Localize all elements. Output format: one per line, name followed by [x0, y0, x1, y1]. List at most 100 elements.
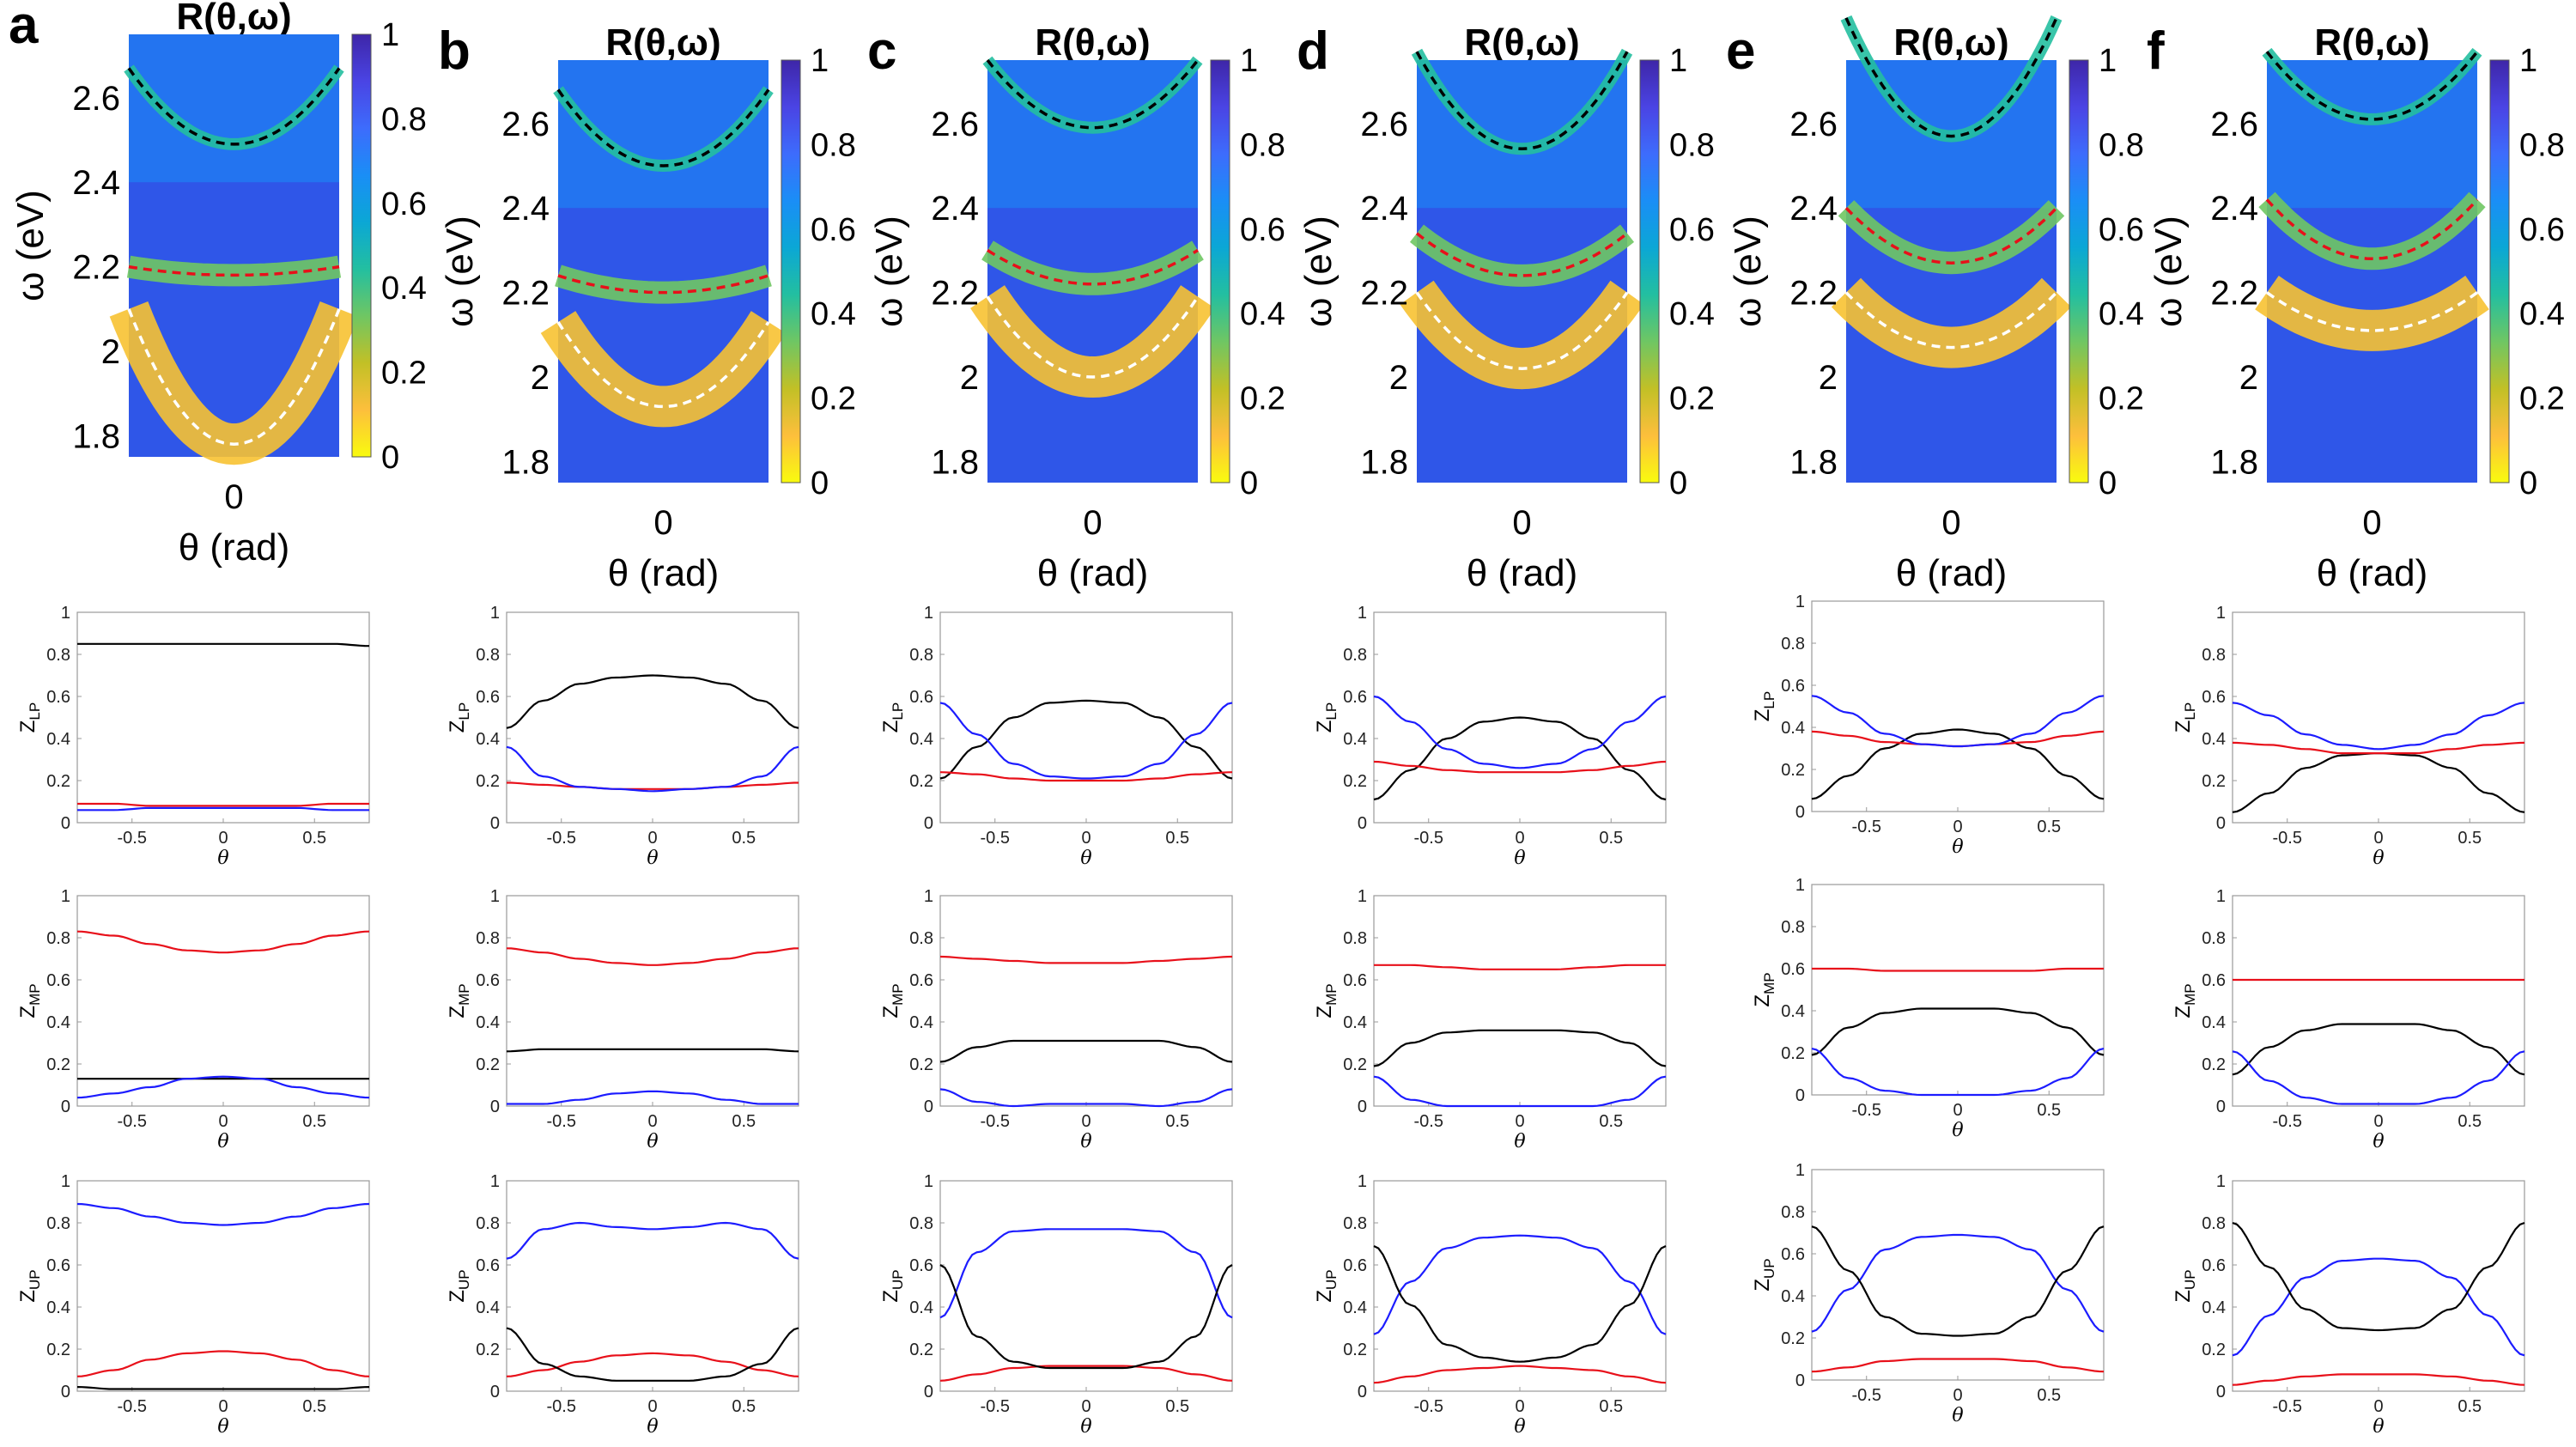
heatmap-ytick: 2.4: [501, 190, 550, 228]
ytick-label: 0.2: [46, 772, 70, 791]
series-line-red: [76, 1350, 370, 1377]
ylabel-base: Z: [1751, 709, 1774, 722]
heatmap-title: R(θ,ω): [1893, 21, 2008, 64]
heatmap-ytick: 2: [960, 359, 979, 397]
line-xlabel: θ: [1952, 1120, 1963, 1141]
colorbar-tick: 0: [811, 465, 829, 502]
colorbar-tick: 1: [1669, 43, 1687, 79]
xtick-label: 0: [218, 1112, 228, 1131]
line-ylabel: ZMP: [1751, 972, 1777, 1006]
series-line-red: [506, 947, 799, 966]
ytick-label: 0.2: [2202, 772, 2226, 791]
heatmap-image: [1400, 48, 1644, 483]
ylabel-sub: UP: [456, 1269, 472, 1290]
xtick-label: 0.5: [732, 1397, 756, 1416]
plot-frame: [939, 611, 1233, 824]
colorbar-tick: 0.4: [381, 271, 427, 307]
series-line-black: [939, 699, 1233, 780]
ytick-label: 0: [924, 1383, 933, 1401]
ytick-label: 1: [1358, 1172, 1367, 1191]
line-ylabel: ZUP: [1313, 1269, 1340, 1302]
ytick-label: 0.4: [2202, 1013, 2226, 1032]
series-line-blue: [939, 1228, 1233, 1319]
line-xlabel: θ: [1080, 1131, 1091, 1152]
xtick-label: 0: [218, 829, 228, 848]
ylabel-base: Z: [2172, 720, 2195, 733]
ylabel-base: Z: [2172, 1006, 2195, 1018]
xtick-label: -0.5: [547, 829, 576, 848]
xtick-label: -0.5: [981, 1397, 1010, 1416]
ylabel-sub: LP: [27, 702, 43, 720]
ylabel-sub: UP: [27, 1269, 43, 1290]
ytick-label: 0.6: [2202, 688, 2226, 707]
plot-frame: [506, 611, 799, 824]
heatmap-ytick: 2.6: [1789, 106, 1838, 143]
line-plot-up: 0 0.2 0.4 0.6 0.8 1 -0.5 0 0.5 θ ZUP: [2172, 1172, 2525, 1438]
ytick-label: 1: [924, 887, 933, 906]
xtick-label: -0.5: [118, 829, 147, 848]
colorbar-tick: 0.8: [381, 101, 427, 137]
heatmap-xtick: 0: [653, 504, 672, 542]
series-line-blue: [1373, 695, 1667, 769]
line-xlabel: θ: [1514, 1131, 1525, 1152]
series-line-red: [939, 1365, 1233, 1382]
ytick-label: 0: [1358, 814, 1367, 833]
colorbar-tick: 0.6: [2099, 212, 2144, 248]
xtick-label: 0.5: [1165, 1112, 1189, 1131]
colorbar-tick: 0.2: [1669, 381, 1715, 417]
panel-d: d R(θ,ω) 2.6 2.4 2.2 2 1.8 0 θ (rad) ω (eV) 1 0.8 0.…: [1297, 21, 1715, 1438]
dashed-curve-red: [128, 264, 340, 277]
heatmap-ytick: 2.4: [72, 164, 120, 202]
heatmap-ytick: 2.6: [2210, 106, 2258, 143]
series-line-black: [77, 642, 370, 648]
colorbar-tick: 0.4: [811, 296, 856, 332]
series-line-black: [2232, 1023, 2525, 1076]
heatmap-ylabel: ω (eV): [439, 216, 481, 327]
series-line-black: [76, 1386, 370, 1390]
plot-frame: [2232, 895, 2525, 1107]
series-line-blue: [1811, 1233, 2105, 1333]
series-line-blue: [2232, 1050, 2525, 1105]
ytick-label: 0: [1358, 1383, 1367, 1401]
ytick-label: 1: [1358, 887, 1367, 906]
colorbar-tick: 0.2: [2099, 381, 2144, 417]
xtick-label: -0.5: [118, 1397, 147, 1416]
xtick-label: 0.5: [1165, 829, 1189, 848]
panel-e: e R(θ,ω) 2.6 2.4 2.2 2 1.8 0 θ (rad) ω (eV) 1 0.8 0.…: [1726, 15, 2144, 1426]
ytick-label: 0: [924, 814, 933, 833]
ytick-label: 0.6: [46, 1256, 70, 1275]
ylabel-base: Z: [16, 1290, 39, 1303]
ytick-label: 0: [61, 1383, 70, 1401]
colorbar-tick: 0.6: [381, 186, 427, 222]
ytick-label: 1: [490, 1172, 500, 1191]
ytick-label: 1: [490, 604, 500, 623]
heatmap-xlabel: θ (rad): [608, 552, 720, 594]
ytick-label: 0.2: [2202, 1055, 2226, 1074]
plot-frame: [1811, 1169, 2105, 1381]
ytick-label: 0.4: [46, 1013, 70, 1032]
line-plot-up: 0 0.2 0.4 0.6 0.8 1 -0.5 0 0.5 θ ZUP: [1313, 1172, 1667, 1438]
colorbar-tick: 0: [1240, 465, 1258, 502]
line-plot-up: 0 0.2 0.4 0.6 0.8 1 -0.5 0 0.5 θ ZUP: [879, 1172, 1233, 1438]
xtick-label: 0: [1953, 1101, 1962, 1120]
xtick-label: -0.5: [1414, 1112, 1443, 1131]
colorbar-tick: 1: [1240, 43, 1258, 79]
ylabel-base: Z: [879, 1290, 902, 1303]
series-line-blue: [939, 1088, 1233, 1108]
heatmap-xtick: 0: [1941, 504, 1960, 542]
line-plot-mp: 0 0.2 0.4 0.6 0.8 1 -0.5 0 0.5 θ ZMP: [16, 887, 370, 1152]
xtick-label: 0: [1515, 829, 1524, 848]
heatmap-ytick: 2.4: [931, 190, 979, 228]
ytick-label: 0.4: [1781, 1002, 1805, 1021]
ytick-label: 0.2: [909, 1341, 933, 1359]
ylabel-sub: UP: [2182, 1269, 2198, 1290]
heatmap-ytick: 2: [1819, 359, 1838, 397]
heatmap-ytick: 1.8: [2210, 443, 2258, 481]
ytick-label: 0.4: [476, 730, 500, 749]
ytick-label: 0.4: [46, 730, 70, 749]
line-ylabel: ZLP: [2172, 702, 2198, 733]
series-line-blue: [1811, 695, 2105, 748]
colorbar: [781, 59, 801, 483]
xtick-label: 0.5: [1599, 829, 1623, 848]
line-plot-lp: 0 0.2 0.4 0.6 0.8 1 -0.5 0 0.5 θ ZLP: [1751, 593, 2105, 858]
